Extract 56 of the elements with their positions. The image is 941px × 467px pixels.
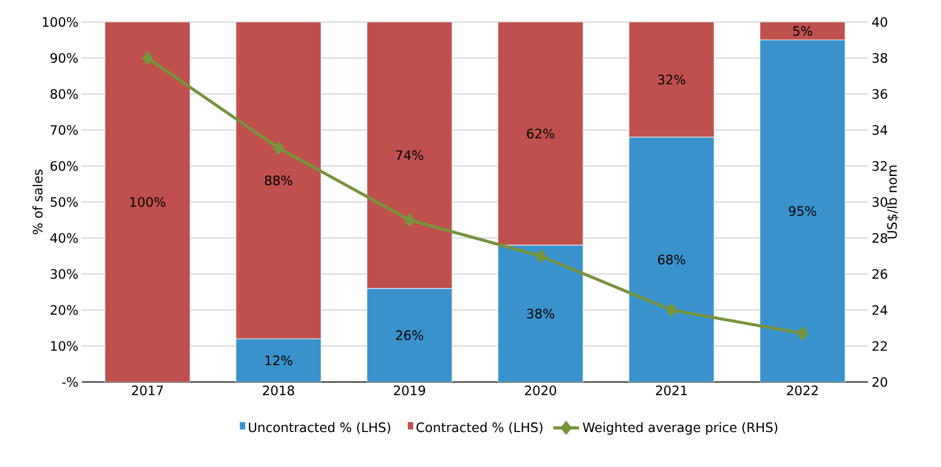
data-label: 95% [788, 206, 816, 216]
data-label: 88% [264, 176, 292, 186]
y2-axis-title: US$/lb nom [886, 166, 899, 238]
y-tick-label: 80% [50, 89, 78, 99]
y2-tick-label: 38 [872, 53, 888, 63]
y-tick-label: 100% [42, 17, 78, 27]
point [666, 304, 677, 316]
y2-tick-label: 20 [872, 377, 888, 387]
x-tick-label: 2018 [262, 386, 294, 396]
y-tick-label: 10% [51, 341, 78, 351]
x-tick-label: 2022 [786, 386, 818, 396]
y-tick-label: -% [62, 377, 78, 387]
data-label: 62% [527, 128, 554, 138]
y2-tick-label: 22 [872, 341, 887, 351]
legend-label: Contracted % (LHS) [416, 422, 542, 434]
legend-label: Uncontracted % (LHS) [248, 422, 390, 434]
y-axis-title: % of sales [32, 170, 43, 234]
y2-tick-label: 28 [872, 233, 888, 243]
point [273, 142, 284, 154]
y-tick-label: 50% [50, 197, 78, 207]
y2-tick-label: 24 [872, 305, 888, 315]
bar [628, 136, 714, 382]
data-label: 32% [658, 74, 686, 84]
point [797, 326, 808, 340]
bar [498, 244, 584, 382]
data-label: 12% [266, 356, 292, 366]
y-tick-label: 90% [50, 53, 78, 63]
point [535, 250, 546, 262]
point [142, 52, 153, 64]
point [404, 214, 415, 226]
x-tick-label: 2019 [394, 386, 426, 396]
legend-label: Weighted average price (RHS) [582, 422, 778, 435]
x-tick-label: 2020 [524, 386, 556, 396]
data-label: 26% [396, 330, 424, 340]
y2-tick-label: 40 [872, 17, 888, 27]
y-tick-label: 60% [50, 161, 78, 171]
x-tick-label: 2021 [656, 386, 687, 396]
y-tick-label: 20% [50, 305, 78, 315]
y2-tick-label: 32 [872, 161, 887, 171]
y2-tick-label: 34 [872, 125, 888, 135]
y2-tick-label: 36 [872, 89, 888, 99]
data-label: 100% [130, 197, 166, 207]
data-label: 74% [396, 150, 424, 160]
y-tick-label: 40% [50, 233, 78, 243]
bar [104, 22, 190, 382]
y-tick-label: 30% [50, 269, 78, 279]
data-label: 38% [527, 308, 554, 318]
bar [366, 288, 452, 382]
bar [236, 338, 322, 382]
data-label: 68% [658, 254, 686, 264]
bar [760, 40, 846, 382]
x-tick-label: 2017 [132, 386, 163, 396]
y2-tick-label: 30 [872, 197, 888, 207]
y2-tick-label: 26 [872, 269, 888, 279]
y-tick-label: 70% [50, 125, 78, 135]
data-label: 5% [793, 26, 812, 36]
